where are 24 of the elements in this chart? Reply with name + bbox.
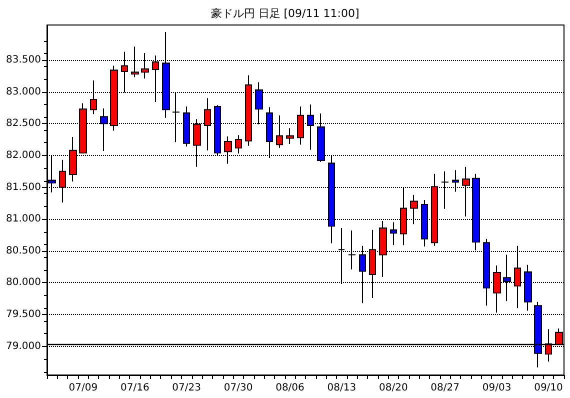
- x-tick-label: 07/16: [120, 382, 150, 394]
- y-tick-label: 82.500: [6, 118, 41, 130]
- y-tick-label: 80.000: [6, 277, 41, 288]
- x-tick-label: 08/20: [378, 382, 408, 394]
- x-tick-label: 09/10: [534, 382, 563, 394]
- x-tick-label: 07/09: [68, 382, 98, 394]
- x-tick-label: 08/13: [327, 382, 356, 394]
- x-tick-label: 08/27: [430, 382, 460, 394]
- candlestick: [235, 134, 242, 154]
- x-tick-label: 09/03: [482, 382, 512, 394]
- y-tick-label: 81.500: [6, 182, 41, 193]
- y-tick-label: 80.500: [6, 245, 41, 256]
- y-tick-label: 81.000: [6, 214, 41, 225]
- candlestick: [390, 222, 397, 246]
- candlestick: [286, 128, 294, 144]
- y-tick-label: 83.500: [6, 54, 41, 66]
- x-tick-label: 08/06: [276, 382, 304, 394]
- y-tick-label: 79.500: [6, 309, 41, 320]
- y-tick-label: 83.000: [6, 86, 41, 98]
- y-tick-label: 79.000: [6, 340, 41, 352]
- x-tick-label: 07/30: [224, 382, 253, 394]
- chart-title: 豪ドル円 日足 [09/11 11:00]: [210, 7, 360, 20]
- x-tick-label: 07/23: [172, 382, 202, 394]
- y-tick-label: 82.000: [6, 150, 41, 161]
